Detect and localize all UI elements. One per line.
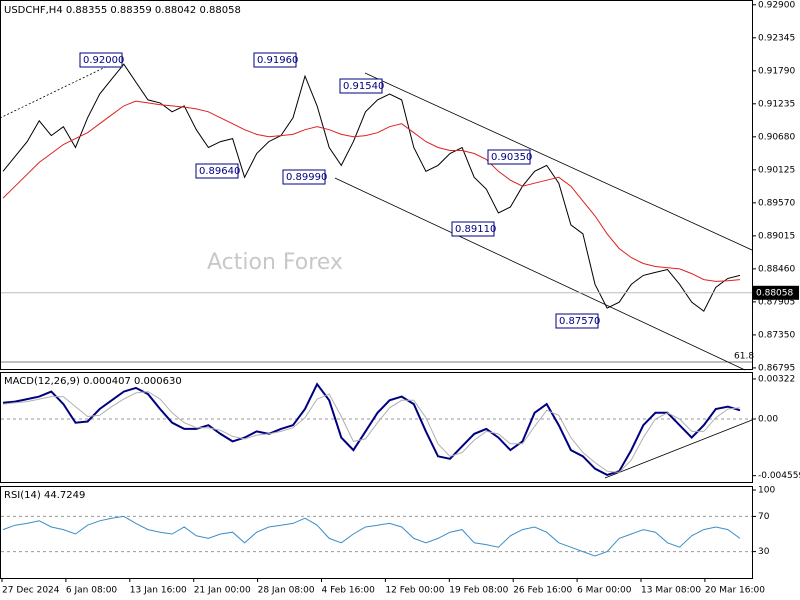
last-price-box xyxy=(752,285,799,300)
annotation: 0.90350 xyxy=(491,152,532,163)
series-line xyxy=(2,515,741,557)
annotation-box xyxy=(195,163,239,179)
y-tick-label: 30 xyxy=(758,547,770,557)
x-tick-label: 21 Jan 00:00 xyxy=(194,586,251,596)
x-tick-label: 20 Mar 16:00 xyxy=(705,586,765,596)
x-tick-label: 26 Feb 16:00 xyxy=(513,586,572,596)
y-tick-label: 0.92900 xyxy=(758,0,795,10)
annotation: 0.89990 xyxy=(286,172,327,183)
x-tick-label: 27 Dec 2024 xyxy=(2,586,60,596)
x-tick-label: 13 Mar 08:00 xyxy=(641,586,701,596)
x-tick-label: 12 Feb 00:00 xyxy=(385,586,444,596)
x-tick-label: 6 Jan 08:00 xyxy=(66,586,118,596)
last-price-label: 0.88058 xyxy=(756,288,793,298)
x-tick-label: 19 Feb 08:00 xyxy=(449,586,508,596)
macd-title: MACD(12,26,9) 0.000407 0.000630 xyxy=(4,376,182,387)
y-tick-label: 0.00322 xyxy=(758,374,795,384)
fib-label: 61.8 xyxy=(734,352,754,362)
y-tick-label: 0.90680 xyxy=(758,132,795,142)
y-tick-label: -0.004559 xyxy=(758,471,800,481)
y-tick-label: 0.88460 xyxy=(758,264,795,274)
channel-lower xyxy=(334,177,746,371)
y-tick-label: 0.89015 xyxy=(758,231,795,241)
y-tick-label: 0.91790 xyxy=(758,66,795,76)
y-tick-label: 0.00 xyxy=(758,414,778,424)
rsi-title: RSI(14) 44.7249 xyxy=(4,490,85,501)
y-tick-label: 0.89570 xyxy=(758,198,795,208)
annotation: 0.89640 xyxy=(199,166,240,177)
annotation-box xyxy=(339,78,383,94)
annotation: 0.87570 xyxy=(559,316,600,327)
annotation: 0.91960 xyxy=(257,55,298,66)
x-tick-label: 13 Jan 16:00 xyxy=(130,586,187,596)
series-line xyxy=(2,391,741,473)
chart-title: USDCHF,H4 0.88355 0.88359 0.88042 0.8805… xyxy=(4,5,241,16)
annotation-box xyxy=(282,169,326,185)
macd-trendline xyxy=(604,419,753,479)
y-tick-label: 0.91235 xyxy=(758,99,795,109)
y-tick-label: 0.87905 xyxy=(758,297,795,307)
annotation: 0.89110 xyxy=(455,224,496,235)
y-tick-label: 0.87350 xyxy=(758,330,795,340)
x-tick-label: 6 Mar 00:00 xyxy=(577,586,632,596)
x-tick-label: 4 Feb 16:00 xyxy=(322,586,376,596)
y-tick-label: 0.90125 xyxy=(758,165,795,175)
y-tick-label: 100 xyxy=(758,486,775,496)
annotation-box xyxy=(451,221,495,237)
watermark: Action Forex xyxy=(207,250,343,275)
macd-panel xyxy=(0,372,753,483)
y-tick-label: 0.86795 xyxy=(758,363,795,373)
series-line xyxy=(2,63,741,312)
annotation-box xyxy=(253,52,297,68)
annotation: 0.91540 xyxy=(343,81,384,92)
price-panel xyxy=(0,0,753,370)
series-line xyxy=(2,100,741,282)
annotation-box xyxy=(555,313,599,329)
annotation-box xyxy=(79,52,123,68)
y-tick-label: 0.92345 xyxy=(758,33,795,43)
x-tick-label: 28 Jan 08:00 xyxy=(258,586,315,596)
rsi-panel xyxy=(0,486,753,579)
annotation: 0.92000 xyxy=(83,55,124,66)
annotation-box xyxy=(487,149,531,165)
y-tick-label: 70 xyxy=(758,512,770,522)
channel-upper xyxy=(364,72,753,251)
